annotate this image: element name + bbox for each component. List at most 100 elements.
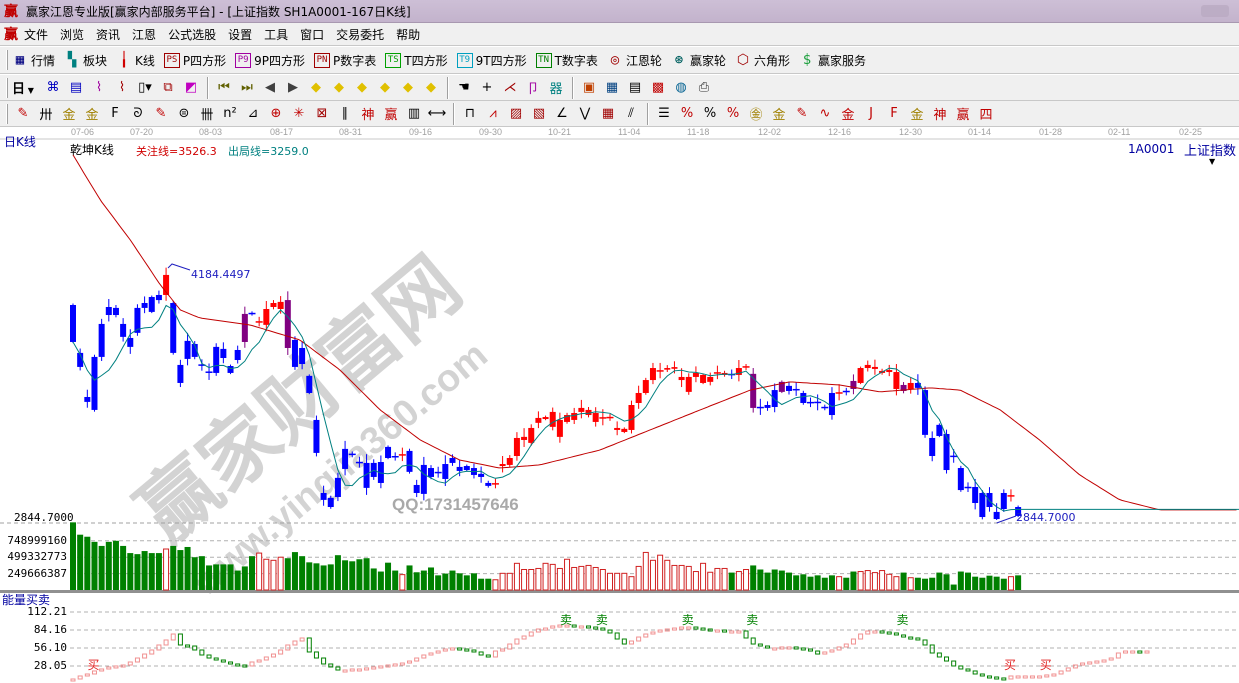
shen-icon[interactable]: 神 xyxy=(361,108,375,123)
gold-line2-icon[interactable]: 金 xyxy=(85,108,99,123)
line-draw-icon[interactable]: ⋌ xyxy=(503,80,517,95)
menu-formula[interactable]: 公式选股 xyxy=(168,27,217,42)
gold-angle-icon[interactable]: 金 xyxy=(910,108,924,123)
toolbar-button-t9[interactable]: T9 9T四方形 xyxy=(456,52,527,69)
parallel-lines-icon[interactable]: 卅 xyxy=(39,108,53,123)
flag-icon[interactable]: ◩ xyxy=(184,80,198,95)
move-right-icon[interactable]: ◆ xyxy=(334,80,344,95)
move-left-icon[interactable]: ◆ xyxy=(311,80,321,95)
grid-icon[interactable]: ▦ xyxy=(601,106,615,121)
ying-angle-icon[interactable]: 赢 xyxy=(956,108,970,123)
n2-icon[interactable]: n² xyxy=(223,106,237,121)
wave-icon[interactable]: ⋁ xyxy=(579,106,591,121)
menu-gann[interactable]: 江恩 xyxy=(132,27,157,42)
percent-line-icon[interactable]: % xyxy=(680,106,694,121)
cycle-lines-icon[interactable]: 卌 xyxy=(200,108,214,123)
toolbar-button-p9[interactable]: P9 9P四方形 xyxy=(235,52,305,69)
menu-tools[interactable]: 工具 xyxy=(264,27,289,42)
gold-line-icon[interactable]: 金 xyxy=(62,108,76,123)
notebook-icon[interactable]: ▤ xyxy=(69,80,83,95)
f-angle-icon[interactable]: F xyxy=(890,106,898,121)
zoom-out-icon[interactable]: ◆ xyxy=(426,80,436,95)
pen-mark-icon[interactable]: ✎ xyxy=(155,106,167,121)
menu-browse[interactable]: 浏览 xyxy=(60,27,85,42)
pen-lines-icon[interactable]: ✎ xyxy=(796,106,808,121)
calculator-icon[interactable]: ▦ xyxy=(605,80,619,95)
save-icon[interactable]: ▩ xyxy=(651,80,665,95)
menu-window[interactable]: 窗口 xyxy=(300,27,325,42)
toolbar-button-dollar[interactable]: $ 赢家服务 xyxy=(799,52,866,69)
angle-icon[interactable]: ∠ xyxy=(556,106,568,121)
next-icon[interactable]: ▶ xyxy=(288,80,298,95)
gann-square-icon[interactable]: ▧ xyxy=(532,106,546,121)
slash-lines-icon[interactable]: ∥ xyxy=(341,106,349,121)
wave-3-icon[interactable]: ⌇ xyxy=(95,80,103,95)
toolbar-button-hexagon[interactable]: ⬡ 六角形 xyxy=(735,52,790,69)
toolbar-grip[interactable] xyxy=(6,103,8,124)
toolbar-button-ps[interactable]: PS P四方形 xyxy=(163,52,226,69)
candle-select-icon[interactable]: ▯▾ xyxy=(138,80,152,95)
node-icon[interactable]: 卩 xyxy=(526,82,540,97)
ruler-icon[interactable]: ▥ xyxy=(407,106,421,121)
star-grid-icon[interactable]: ✳ xyxy=(293,106,305,121)
chart-area[interactable]: 赢家财富网 www.yingjia360.com QQ:1731457646 0… xyxy=(0,127,1239,683)
percent-icon[interactable]: % xyxy=(703,106,717,121)
wave-9-icon[interactable]: ⌇ xyxy=(118,80,126,95)
notes-icon[interactable]: ▤ xyxy=(628,80,642,95)
prev-icon[interactable]: ◀ xyxy=(265,80,275,95)
menu-settings[interactable]: 设置 xyxy=(228,27,253,42)
toolbar-grip[interactable] xyxy=(6,50,8,70)
j-angle-icon[interactable]: J xyxy=(869,106,873,121)
network-icon[interactable]: ◍ xyxy=(675,80,687,95)
toolbar-button-big-wheel[interactable]: ⊛ 赢家轮 xyxy=(671,52,726,69)
spiral-icon[interactable]: ᘐ xyxy=(133,106,143,121)
toolbar-button-candlestick[interactable]: ╽ K线 xyxy=(116,52,155,69)
print-icon[interactable]: ⎙ xyxy=(698,80,710,95)
gold-circle-icon[interactable]: ㊎ xyxy=(749,108,763,123)
zoom-in-icon[interactable]: ◆ xyxy=(403,80,413,95)
toolbar-button-gann-wheel[interactable]: ◎ 江恩轮 xyxy=(607,52,662,69)
toolbar-grip[interactable] xyxy=(6,77,8,98)
crosshair-icon[interactable]: + xyxy=(481,80,493,95)
fib-icon[interactable]: F xyxy=(111,106,119,121)
square-grid-icon[interactable]: ⊠ xyxy=(316,106,328,121)
ladder-icon[interactable]: ☰ xyxy=(658,106,670,121)
box-icon[interactable]: ⊓ xyxy=(464,106,476,121)
menu-trade[interactable]: 交易委托 xyxy=(336,27,385,42)
expand-icon[interactable]: ◆ xyxy=(357,80,367,95)
percent-lines-icon[interactable]: % xyxy=(726,106,740,121)
caret-down-icon[interactable]: ▼ xyxy=(1209,157,1216,166)
ying-icon[interactable]: 赢 xyxy=(384,108,398,123)
menu-file[interactable]: 文件 xyxy=(24,27,49,42)
menu-news[interactable]: 资讯 xyxy=(96,27,121,42)
toolbar-button-table[interactable]: ▦ 行情 xyxy=(12,52,55,69)
chart-canvas[interactable] xyxy=(0,127,1239,683)
menu-help[interactable]: 帮助 xyxy=(396,27,421,42)
hatch-icon[interactable]: ⫽ xyxy=(628,106,634,121)
gann-box-icon[interactable]: ▨ xyxy=(509,106,523,121)
pen-icon[interactable]: ✎ xyxy=(17,106,29,121)
toolbar-button-pn[interactable]: PN P数字表 xyxy=(314,52,376,69)
shen-angle-icon[interactable]: 神 xyxy=(933,108,947,123)
circle-grid-icon[interactable]: ⊜ xyxy=(178,106,190,121)
target-icon[interactable]: ⊕ xyxy=(270,106,282,121)
gold-lines-icon[interactable]: 金 xyxy=(772,108,786,123)
fan-icon[interactable]: ⩘ xyxy=(489,106,497,121)
toolbar-button-ts[interactable]: TS T四方形 xyxy=(385,52,448,69)
kline-box-icon[interactable]: ⧉ xyxy=(163,80,173,95)
first-icon[interactable]: ⏮ xyxy=(218,80,230,95)
link-chart-icon[interactable]: ⌘ xyxy=(46,80,60,95)
triangle-icon[interactable]: ⊿ xyxy=(247,106,259,121)
toolbar-button-blocks[interactable]: ▚ 板块 xyxy=(64,52,107,69)
hand-icon[interactable]: ☚ xyxy=(458,80,470,95)
last-icon[interactable]: ⏭ xyxy=(241,80,253,95)
gold-bar-icon[interactable]: 金 xyxy=(841,108,855,123)
range-icon[interactable]: ⟷ xyxy=(427,106,447,121)
shrink-icon[interactable]: ◆ xyxy=(380,80,390,95)
wave-lines-icon[interactable]: ∿ xyxy=(819,106,831,121)
si-angle-icon[interactable]: 四 xyxy=(979,108,993,123)
period-select[interactable]: 日 ▼ xyxy=(12,78,42,97)
window-controls[interactable] xyxy=(1201,5,1229,17)
toolbar-button-tn[interactable]: TN T数字表 xyxy=(535,52,598,69)
calendar-icon[interactable]: ▣ xyxy=(582,80,596,95)
